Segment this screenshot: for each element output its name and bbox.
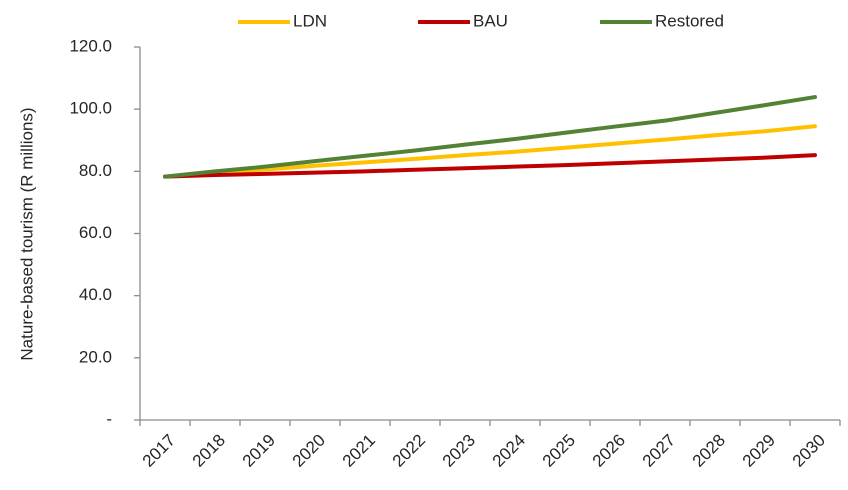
x-tick-label: 2021 [339,431,379,471]
y-tick-label: 80.0 [79,161,112,180]
y-tick-label: 60.0 [79,223,112,242]
y-tick-label: - [106,409,112,428]
legend-label: BAU [473,11,508,30]
x-tick-label: 2025 [539,431,579,471]
x-tick-label: 2030 [789,431,829,471]
x-tick-label: 2029 [739,431,779,471]
x-tick-label: 2017 [139,431,179,471]
legend-label: Restored [655,11,724,30]
x-tick-label: 2027 [639,431,679,471]
x-tick-label: 2026 [589,431,629,471]
x-tick-label: 2023 [439,431,479,471]
x-tick-label: 2024 [489,431,529,471]
y-axis-title: Nature-based tourism (R millions) [17,107,36,360]
x-tick-label: 2022 [389,431,429,471]
y-tick-label: 100.0 [69,99,112,118]
x-tick-label: 2028 [689,431,729,471]
series-line [163,95,817,179]
y-tick-label: 20.0 [79,347,112,366]
x-tick-label: 2020 [289,431,329,471]
legend-label: LDN [293,11,327,30]
y-tick-label: 40.0 [79,285,112,304]
y-tick-label: 120.0 [69,36,112,55]
x-tick-label: 2019 [239,431,279,471]
series-line [163,124,817,179]
x-tick-label: 2018 [189,431,229,471]
series-line [163,153,817,179]
